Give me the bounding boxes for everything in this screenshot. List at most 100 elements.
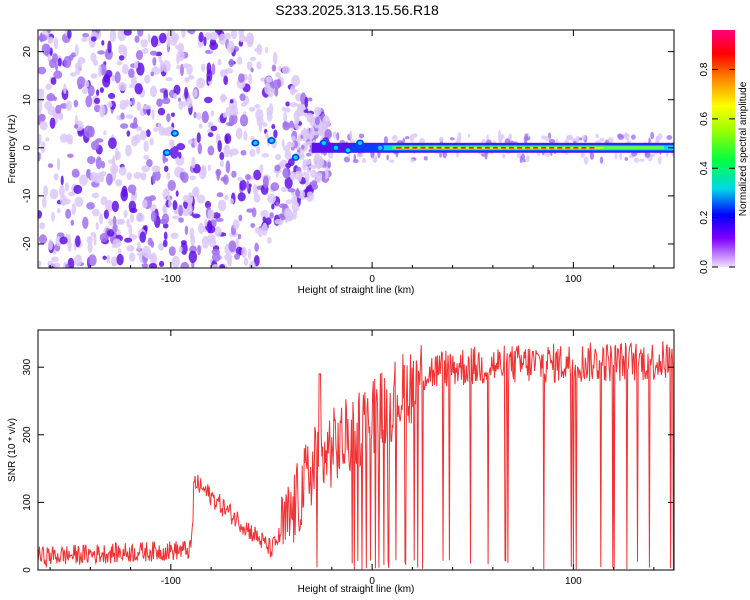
heatmap-cell	[99, 104, 106, 118]
heatmap-cell	[120, 112, 125, 120]
carrier-peak-cell	[573, 146, 579, 149]
heatmap-cell	[90, 232, 96, 237]
heatmap-cell	[65, 208, 72, 219]
heatmap-cell	[38, 34, 47, 42]
heatmap-cluster-core	[253, 140, 258, 145]
heatmap-cell	[243, 257, 249, 266]
heatmap-cell	[311, 180, 318, 187]
colorbar-tick-label: 0.4	[699, 161, 710, 175]
heatmap-cell	[95, 156, 102, 170]
heatmap-cell	[215, 217, 224, 222]
heatmap-cell	[219, 69, 228, 78]
heatmap-cell	[115, 147, 119, 161]
heatmap-cell	[272, 51, 278, 65]
heatmap-cell	[234, 253, 240, 260]
heatmap-cell	[176, 50, 185, 62]
heatmap-cell	[171, 255, 180, 268]
heatmap-cell	[240, 149, 247, 156]
heatmap-cell	[79, 174, 89, 186]
snr-y-axis-label: SNR (10 * v/v)	[7, 418, 18, 482]
heatmap-cell	[75, 235, 81, 248]
heatmap-cell	[525, 154, 530, 163]
heatmap-cell	[232, 219, 240, 230]
heatmap-cell	[112, 223, 118, 233]
heatmap-cell	[49, 188, 59, 200]
heatmap-cell	[245, 174, 251, 181]
heatmap-cell	[53, 70, 63, 79]
heatmap-cell	[300, 134, 304, 140]
x-tick-label: 100	[565, 274, 582, 285]
heatmap-cell	[327, 161, 331, 169]
heatmap-cell	[168, 198, 172, 208]
heatmap-cell	[169, 146, 179, 159]
heatmap-cell	[136, 62, 145, 76]
heatmap-cell	[112, 238, 122, 248]
heatmap-cell	[404, 136, 410, 140]
y-tick-label: 300	[22, 358, 33, 375]
heatmap-cell	[524, 133, 528, 140]
heatmap-cell	[84, 80, 90, 88]
heatmap-cell	[315, 108, 320, 119]
heatmap-cell	[149, 85, 158, 98]
heatmap-cell	[191, 187, 199, 198]
heatmap-cell	[666, 135, 673, 140]
heatmap-cell	[152, 171, 156, 184]
heatmap-cell	[121, 63, 129, 75]
heatmap-cell	[71, 203, 76, 216]
heatmap-cell	[167, 37, 171, 48]
heatmap-cell	[43, 185, 49, 197]
heatmap-cell	[648, 153, 656, 158]
heatmap-cell	[107, 101, 113, 108]
y-tick-label: 100	[22, 494, 33, 511]
heatmap-cell	[196, 112, 202, 120]
heatmap-cell	[274, 87, 279, 97]
heatmap-cell	[159, 59, 164, 73]
heatmap-cell	[153, 127, 159, 132]
heatmap-cell	[125, 144, 132, 157]
heatmap-cell	[150, 35, 159, 48]
heatmap-cell	[171, 32, 180, 42]
heatmap-cell	[362, 158, 367, 164]
heatmap-cell	[151, 165, 161, 173]
heatmap-cell	[180, 242, 188, 255]
heatmap-cell	[291, 201, 300, 213]
heatmap-cell	[204, 200, 212, 209]
heatmap-cell	[197, 245, 201, 256]
heatmap-cell	[158, 126, 165, 136]
heatmap-cell	[158, 260, 165, 267]
heatmap-cell	[110, 164, 119, 175]
heatmap-cell	[45, 83, 52, 91]
heatmap-cell	[583, 156, 589, 165]
heatmap-cell	[203, 36, 207, 47]
heatmap-cell	[267, 193, 276, 204]
heatmap-cell	[73, 99, 79, 108]
heatmap-cell	[188, 250, 198, 264]
carrier-peak-cell	[565, 146, 571, 149]
heatmap-cell	[212, 252, 221, 262]
heatmap-cell	[47, 163, 54, 168]
heatmap-cell	[47, 105, 57, 116]
heatmap-cell	[140, 39, 148, 48]
heatmap-cell	[129, 252, 136, 262]
carrier-peak-cell	[468, 146, 474, 149]
heatmap-cell	[212, 212, 221, 219]
heatmap-cell	[222, 174, 229, 185]
heatmap-cell	[198, 222, 205, 235]
y-tick-label: 10	[22, 94, 33, 106]
heatmap-cell	[102, 255, 107, 260]
heatmap-cell	[150, 210, 157, 223]
heatmap-cell	[130, 194, 135, 201]
heatmap-cell	[189, 227, 195, 240]
heatmap-cell	[353, 153, 357, 162]
heatmap-cluster-core	[377, 145, 383, 150]
heatmap-cell	[224, 133, 232, 144]
heatmap-cell	[336, 132, 340, 141]
heatmap-cell	[38, 234, 48, 245]
heatmap-cell	[77, 84, 83, 90]
heatmap-cell	[180, 172, 189, 184]
heatmap-cell	[256, 61, 262, 70]
heatmap-cell	[409, 133, 415, 143]
heatmap-cell	[59, 236, 68, 245]
carrier-peak-cell	[420, 146, 426, 149]
heatmap-cell	[63, 55, 72, 68]
